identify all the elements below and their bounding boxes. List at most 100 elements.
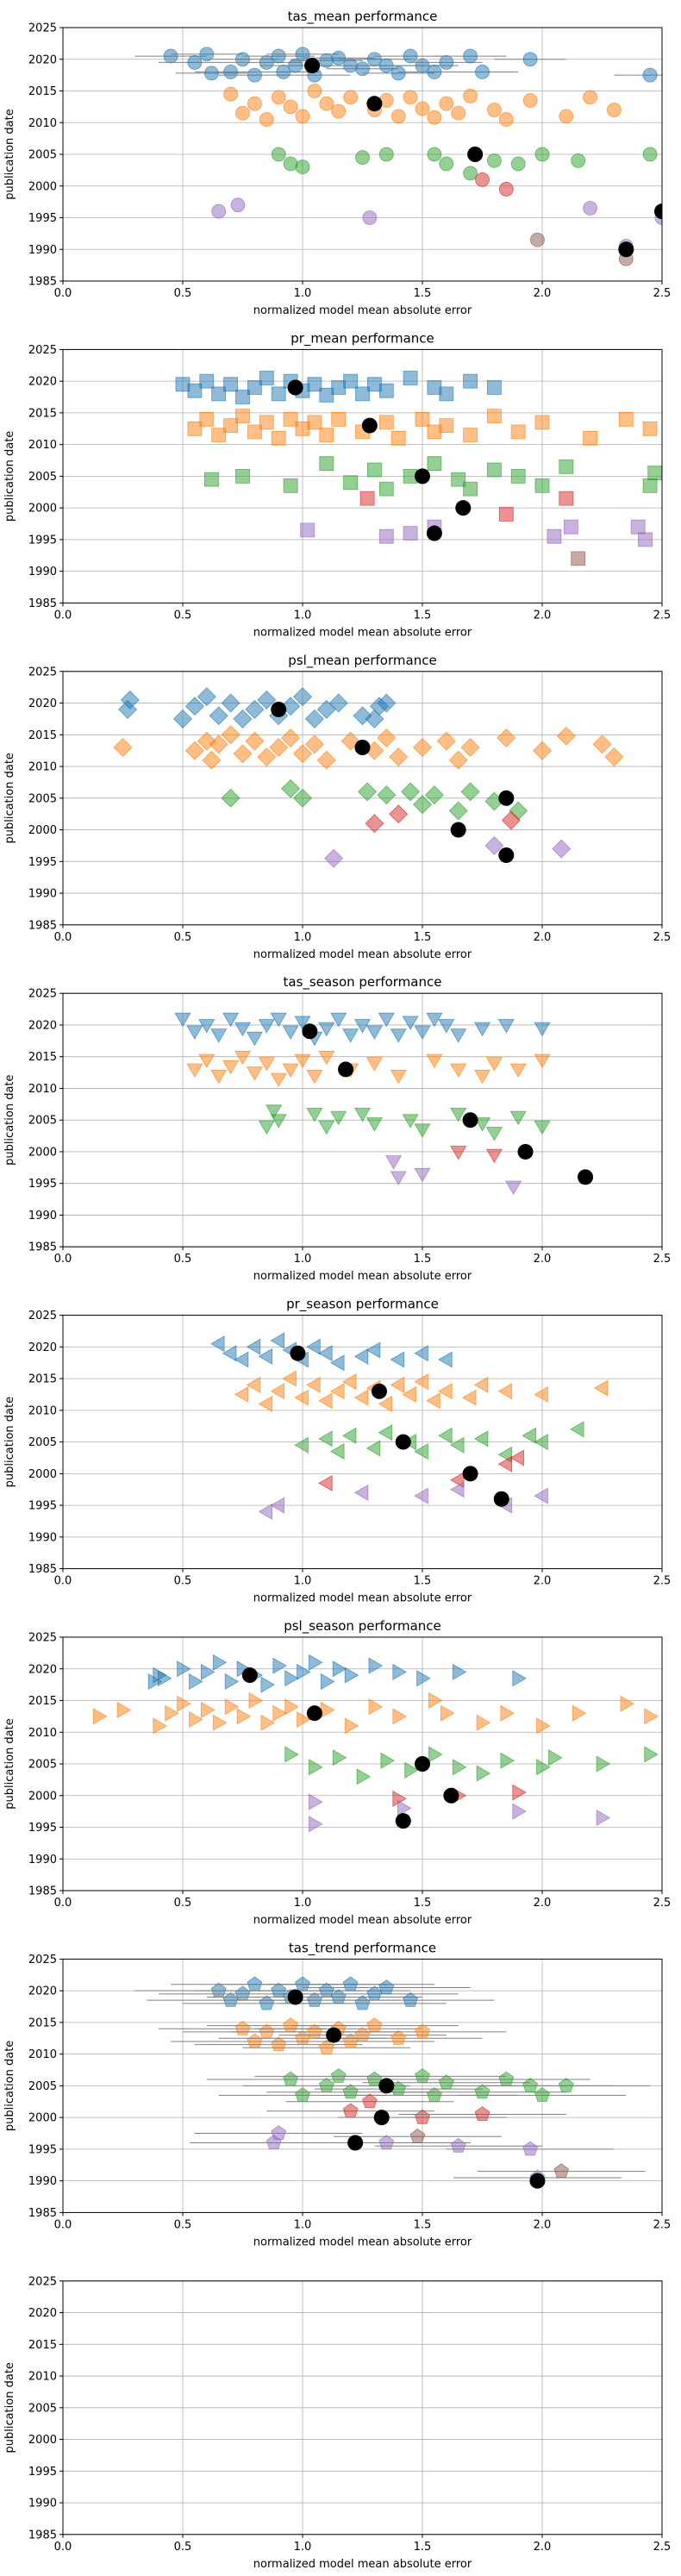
x-tick-label: 1.0 xyxy=(294,609,312,622)
y-tick-label: 2015 xyxy=(28,2016,57,2029)
data-point-orange xyxy=(415,101,430,116)
y-tick-label: 2015 xyxy=(28,1373,57,1386)
x-axis-label: normalized model mean absolute error xyxy=(253,2558,472,2571)
chart-panel-4: 0.0 0.5 1.0 1.5 2.0 2.5 1985 1990 1995 2000 2005 20… xyxy=(3,974,671,1283)
mean-point xyxy=(287,1989,303,2005)
data-point-blue xyxy=(234,1985,251,2001)
data-point-orange xyxy=(235,409,250,423)
data-point-orange xyxy=(522,93,538,108)
data-point-blue xyxy=(330,1989,347,2004)
x-tick-label: 0.0 xyxy=(54,1897,72,1910)
mean-point xyxy=(361,417,378,434)
data-point-red xyxy=(509,1449,524,1466)
y-tick-label: 1995 xyxy=(28,534,57,547)
y-tick-label: 2025 xyxy=(28,988,57,1001)
y-axis-label: publication date xyxy=(3,431,16,522)
data-point-orange xyxy=(271,430,286,446)
x-tick-label: 2.0 xyxy=(534,2218,552,2231)
y-tick-label: 2025 xyxy=(28,22,57,35)
x-tick-label: 0.0 xyxy=(54,931,72,944)
data-point-green xyxy=(343,475,358,491)
x-tick-label: 0.0 xyxy=(54,609,72,622)
data-point-orange xyxy=(199,411,215,427)
data-point-orange xyxy=(270,1072,287,1087)
data-point-green xyxy=(534,147,550,162)
data-point-red xyxy=(359,491,375,506)
y-axis-label: publication date xyxy=(3,753,16,843)
data-point-blue xyxy=(368,1657,383,1674)
data-point-green xyxy=(318,1430,333,1447)
chart-panel-7: 0.0 0.5 1.0 1.5 2.0 2.5 1985 1990 1995 2000 2005 20… xyxy=(3,1940,671,2248)
data-point-green xyxy=(378,481,394,497)
data-point-orange xyxy=(463,428,478,442)
data-point-orange xyxy=(284,1698,299,1716)
mean-point xyxy=(241,1667,258,1684)
mean-point xyxy=(373,2110,390,2126)
data-point-orange xyxy=(92,1708,108,1725)
data-point-orange xyxy=(392,1708,407,1725)
data-point-orange xyxy=(234,1050,251,1066)
data-point-blue xyxy=(365,1025,383,1040)
data-point-orange xyxy=(186,1063,203,1078)
data-point-orange xyxy=(497,1383,513,1400)
data-point-green xyxy=(221,788,241,808)
data-point-red xyxy=(475,172,490,187)
data-point-blue xyxy=(158,1670,172,1687)
data-point-orange xyxy=(319,96,334,111)
data-point-blue xyxy=(210,1335,225,1353)
data-point-green xyxy=(534,478,550,493)
mean-point xyxy=(517,1143,534,1160)
data-point-blue xyxy=(414,1345,428,1362)
data-point-green xyxy=(402,1114,419,1129)
data-point-green xyxy=(559,460,574,474)
data-point-blue xyxy=(187,55,203,70)
data-point-red xyxy=(498,182,514,197)
data-point-orange xyxy=(607,103,622,117)
data-point-blue xyxy=(304,709,324,728)
data-point-orange xyxy=(342,2033,359,2048)
data-point-green xyxy=(295,2087,310,2102)
mean-point xyxy=(306,1705,322,1722)
data-point-orange xyxy=(295,421,310,436)
data-point-blue xyxy=(270,1012,287,1028)
chart-panel-5: 0.0 0.5 1.0 1.5 2.0 2.5 1985 1990 1995 2000 2005 20… xyxy=(3,1297,671,1605)
y-tick-label: 2000 xyxy=(28,503,57,516)
data-point-blue xyxy=(426,1012,443,1028)
data-point-blue xyxy=(365,709,384,728)
y-axis-label: publication date xyxy=(3,2362,16,2453)
mean-point xyxy=(371,1383,387,1399)
x-tick-label: 2.0 xyxy=(534,287,552,300)
mean-point xyxy=(450,822,466,838)
plot-frame xyxy=(62,27,663,282)
x-tick-label: 2.0 xyxy=(534,1253,552,1266)
data-point-green xyxy=(450,1436,465,1454)
x-tick-label: 0.0 xyxy=(54,287,72,300)
marks xyxy=(174,1012,594,1195)
data-point-orange xyxy=(306,1376,321,1393)
data-point-blue xyxy=(163,48,178,64)
y-tick-label: 2010 xyxy=(28,2048,57,2061)
data-point-orange xyxy=(497,728,516,747)
data-point-green xyxy=(281,778,301,798)
data-point-green xyxy=(283,478,298,493)
data-point-blue xyxy=(534,1022,551,1037)
data-point-blue xyxy=(198,1019,216,1034)
y-tick-label: 2015 xyxy=(28,729,57,742)
data-point-blue xyxy=(392,1663,407,1680)
data-point-blue xyxy=(415,58,430,73)
mean-point xyxy=(395,1813,411,1829)
data-point-orange xyxy=(476,1714,491,1731)
data-point-blue xyxy=(438,1351,453,1368)
data-point-purple xyxy=(450,2137,466,2153)
mean-point xyxy=(415,468,430,485)
data-point-orange xyxy=(583,430,597,446)
data-point-blue xyxy=(258,1347,273,1365)
marks xyxy=(113,687,624,868)
data-point-orange xyxy=(487,103,502,117)
data-point-purple xyxy=(353,1484,369,1501)
data-point-red xyxy=(497,1455,513,1472)
data-point-blue xyxy=(177,1660,191,1678)
data-point-green xyxy=(414,1123,431,1138)
data-point-green xyxy=(510,156,526,172)
data-point-blue xyxy=(247,1976,263,1991)
